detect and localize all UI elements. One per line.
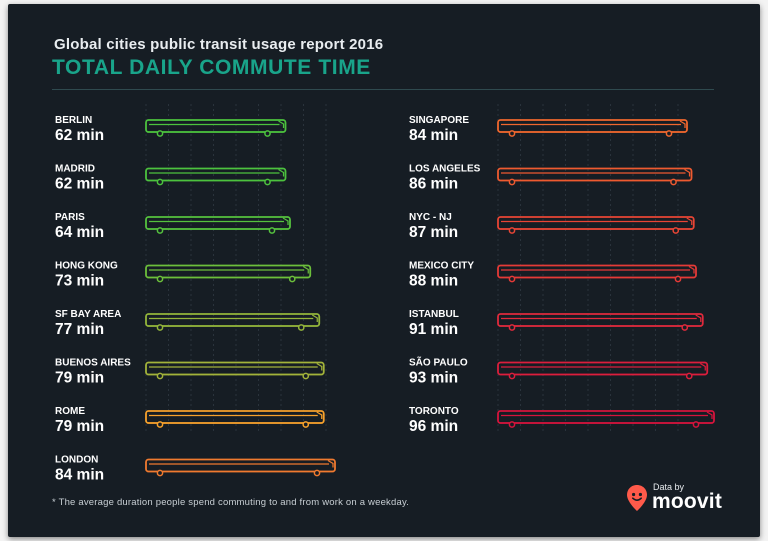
value-label-london: 84 min	[55, 467, 104, 484]
bus-wheel	[269, 228, 274, 233]
bus-body	[146, 363, 324, 375]
bus-wheel	[157, 179, 162, 184]
bar-sf-bay-area	[146, 314, 319, 330]
bus-wheel	[314, 470, 319, 475]
bar-singapore	[498, 120, 687, 136]
bus-wheel	[157, 373, 162, 378]
city-label-rome: ROME	[55, 406, 85, 417]
city-label-madrid: MADRID	[55, 164, 95, 175]
bus-wheel	[157, 131, 162, 136]
city-label-singapore: SINGAPORE	[409, 115, 469, 126]
bus-wheel	[671, 179, 676, 184]
value-label-toronto: 96 min	[409, 418, 458, 435]
bus-body	[498, 314, 703, 326]
city-label-berlin: BERLIN	[55, 115, 92, 126]
value-label-madrid: 62 min	[55, 176, 104, 193]
city-label-hong-kong: HONG KONG	[55, 261, 118, 272]
bus-wheel	[682, 325, 687, 330]
bus-wheel	[157, 276, 162, 281]
bus-wheel	[303, 422, 308, 427]
footnote: * The average duration people spend comm…	[52, 497, 409, 508]
bus-wheel	[509, 422, 514, 427]
city-label-mexico-city: MEXICO CITY	[409, 261, 474, 272]
city-label-toronto: TORONTO	[409, 406, 459, 417]
value-label-singapore: 84 min	[409, 127, 458, 144]
bus-wheel	[265, 179, 270, 184]
bar-toronto	[498, 411, 714, 427]
bus-wheel	[509, 373, 514, 378]
bus-body	[146, 460, 335, 472]
bus-wheel	[157, 422, 162, 427]
map-pin-icon	[626, 484, 648, 512]
bus-wheel	[265, 131, 270, 136]
bus-wheel	[666, 131, 671, 136]
bus-wheel	[509, 228, 514, 233]
bar-paris	[146, 217, 290, 233]
bar-berlin	[146, 120, 286, 136]
bus-wheel	[693, 422, 698, 427]
bar-rome	[146, 411, 324, 427]
value-label-paris: 64 min	[55, 224, 104, 241]
bus-body	[498, 169, 692, 181]
bar-madrid	[146, 169, 286, 185]
bar-buenos-aires	[146, 363, 324, 379]
infographic-card: Global cities public transit usage repor…	[8, 4, 760, 537]
bar-sao-paulo	[498, 363, 707, 379]
bus-body	[146, 169, 286, 181]
city-label-sf-bay-area: SF BAY AREA	[55, 309, 121, 320]
bus-wheel	[303, 373, 308, 378]
value-label-sf-bay-area: 77 min	[55, 321, 104, 338]
bus-body	[146, 411, 324, 423]
value-label-buenos-aires: 79 min	[55, 370, 104, 387]
value-label-nyc-nj: 87 min	[409, 224, 458, 241]
bus-body	[498, 217, 694, 229]
bus-wheel	[687, 373, 692, 378]
bus-body	[498, 266, 696, 278]
value-label-hong-kong: 73 min	[55, 273, 104, 290]
bar-mexico-city	[498, 266, 696, 282]
value-label-berlin: 62 min	[55, 127, 104, 144]
bus-wheel	[675, 276, 680, 281]
bus-body	[146, 120, 286, 132]
city-label-london: LONDON	[55, 455, 98, 466]
bus-body	[146, 217, 290, 229]
bus-wheel	[673, 228, 678, 233]
bus-wheel	[299, 325, 304, 330]
bus-wheel	[509, 131, 514, 136]
city-label-sao-paulo: SÃO PAULO	[409, 356, 468, 369]
city-label-nyc-nj: NYC - NJ	[409, 212, 452, 223]
bus-body	[498, 411, 714, 423]
bus-wheel	[157, 470, 162, 475]
city-label-los-angeles: LOS ANGELES	[409, 164, 481, 175]
bar-istanbul	[498, 314, 703, 330]
data-credit: Data by moovit	[626, 482, 736, 514]
bus-body	[498, 120, 687, 132]
bar-hong-kong	[146, 266, 310, 282]
city-label-paris: PARIS	[55, 212, 85, 223]
city-label-istanbul: ISTANBUL	[409, 309, 459, 320]
value-label-rome: 79 min	[55, 418, 104, 435]
bus-wheel	[157, 228, 162, 233]
value-label-sao-paulo: 93 min	[409, 370, 458, 387]
bus-wheel	[290, 276, 295, 281]
moovit-logo-text: moovit	[652, 490, 722, 514]
bus-wheel	[157, 325, 162, 330]
bus-wheel	[509, 179, 514, 184]
bar-los-angeles	[498, 169, 692, 185]
bar-nyc-nj	[498, 217, 694, 233]
city-label-buenos-aires: BUENOS AIRES	[55, 358, 131, 369]
bus-body	[146, 314, 319, 326]
bus-body	[498, 363, 707, 375]
value-label-los-angeles: 86 min	[409, 176, 458, 193]
value-label-istanbul: 91 min	[409, 321, 458, 338]
value-label-mexico-city: 88 min	[409, 273, 458, 290]
bar-london	[146, 460, 335, 476]
bus-body	[146, 266, 310, 278]
bus-wheel	[509, 325, 514, 330]
bus-wheel	[509, 276, 514, 281]
